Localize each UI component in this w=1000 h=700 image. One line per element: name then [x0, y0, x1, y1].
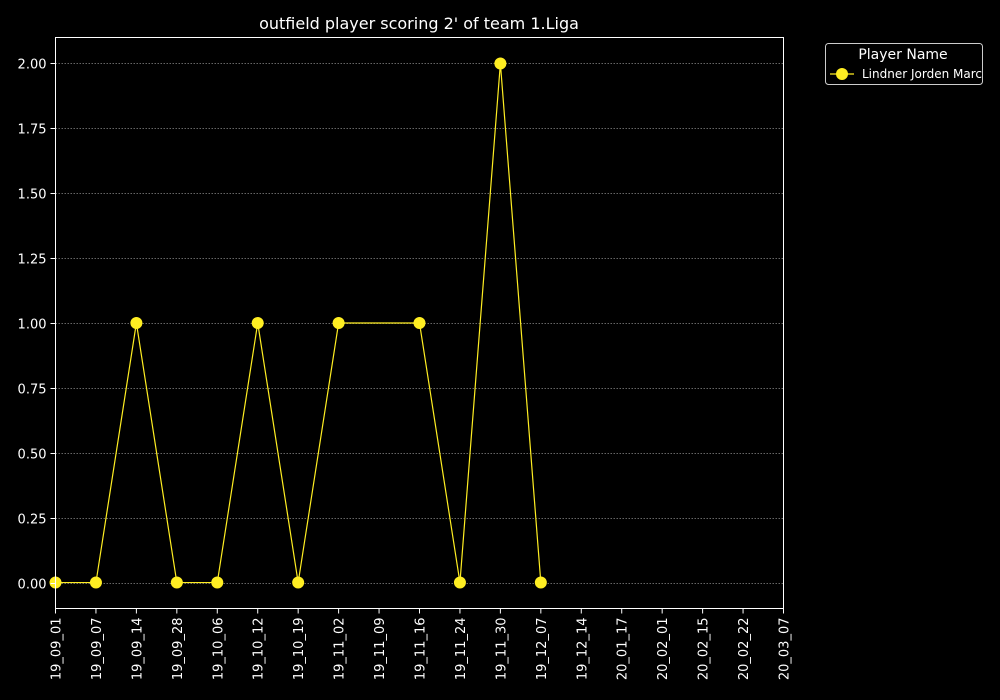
x-tick-label: 19_09_07 — [90, 618, 105, 681]
legend-frame — [825, 43, 983, 85]
x-tick-label: 19_11_24 — [454, 618, 469, 681]
x-tick-label: 19_11_09 — [373, 618, 388, 681]
y-tick-label: 1.50 — [18, 188, 47, 203]
data-point — [413, 317, 426, 329]
data-point — [170, 576, 183, 589]
data-point — [332, 317, 345, 329]
y-tick-label: 2.00 — [18, 58, 47, 73]
series-line — [55, 63, 542, 584]
data-point — [292, 576, 305, 589]
x-tick-label: 20_02_01 — [656, 618, 671, 681]
series-layer — [49, 57, 547, 589]
x-tick-label: 19_09_01 — [50, 618, 65, 681]
x-tick-label: 19_12_14 — [575, 618, 590, 681]
x-tick-label: 19_12_07 — [535, 618, 550, 681]
data-point — [494, 57, 507, 70]
y-tick-label: 1.25 — [18, 253, 47, 268]
x-tick-label: 20_02_15 — [697, 618, 712, 681]
x-axis: 19_09_01 19_09_07 19_09_14 19_09_28 19_10_06… — [50, 608, 793, 681]
legend-marker-swatch — [836, 68, 848, 80]
x-tick-label: 19_09_28 — [171, 618, 186, 681]
x-tick-label: 20_01_17 — [616, 618, 631, 681]
y-tick-label: 1.75 — [18, 123, 47, 138]
data-point — [130, 317, 143, 329]
x-tick-label: 19_11_30 — [494, 618, 509, 681]
y-tick-label: 0.50 — [18, 448, 47, 463]
y-tick-label: 0.00 — [18, 578, 47, 593]
x-tick-label: 19_10_12 — [252, 618, 267, 681]
data-point — [251, 317, 264, 329]
data-point — [534, 576, 547, 589]
legend-title: Player Name — [858, 47, 947, 63]
data-point — [211, 576, 224, 589]
legend: Player Name Lindner Jorden Marc — [825, 43, 983, 85]
x-tick-label: 19_09_14 — [130, 618, 145, 681]
y-axis: 0.00 0.25 0.50 0.75 1.00 1.25 1.50 1.75 2.00 — [18, 58, 56, 593]
legend-label: Lindner Jorden Marc — [862, 67, 982, 81]
y-tick-label: 0.25 — [18, 513, 47, 528]
x-tick-label: 19_11_02 — [333, 618, 348, 681]
y-tick-label: 0.75 — [18, 383, 47, 398]
x-tick-label: 19_11_16 — [414, 618, 429, 681]
y-tick-label: 1.00 — [18, 318, 47, 333]
x-tick-label: 20_03_07 — [778, 618, 793, 681]
data-point — [89, 576, 102, 589]
data-point — [453, 576, 466, 589]
chart-title: outfield player scoring 2' of team 1.Lig… — [259, 14, 579, 33]
x-tick-label: 19_10_19 — [292, 618, 307, 681]
x-tick-label: 19_10_06 — [211, 618, 226, 681]
x-tick-label: 20_02_22 — [737, 618, 752, 681]
